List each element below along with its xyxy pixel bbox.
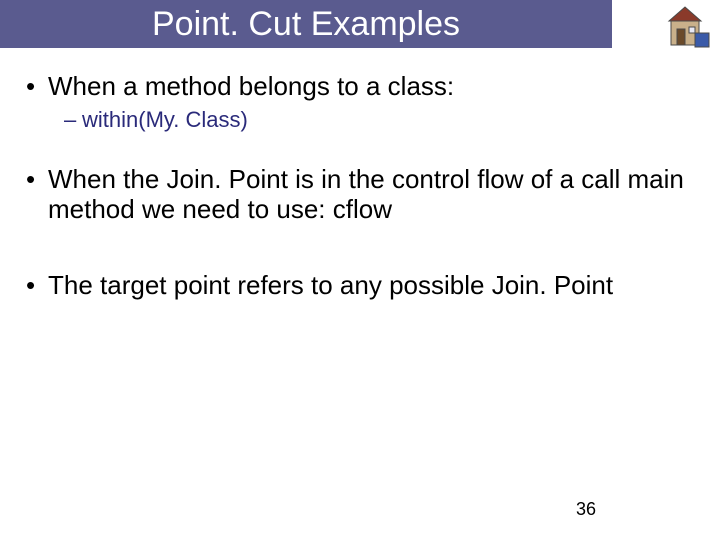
bullet-3: The target point refers to any possible … xyxy=(24,271,696,301)
title-bar: Point. Cut Examples xyxy=(0,0,612,48)
bullet-3-text: The target point refers to any possible … xyxy=(48,270,613,300)
bullet-2: When the Join. Point is in the control f… xyxy=(24,165,696,225)
bullet-1: When a method belongs to a class: within… xyxy=(24,72,696,133)
bullet-1-sub-text: within(My. Class) xyxy=(82,107,248,132)
slide-body: When a method belongs to a class: within… xyxy=(24,72,696,301)
slide-title: Point. Cut Examples xyxy=(152,5,460,44)
bullet-1-text: When a method belongs to a class: xyxy=(48,71,454,101)
bullet-1-sub: within(My. Class) xyxy=(64,106,696,134)
page-number: 36 xyxy=(576,499,596,520)
bullet-2-text: When the Join. Point is in the control f… xyxy=(48,164,684,224)
slide: Point. Cut Examples When a method belong… xyxy=(0,0,720,540)
logo-icon xyxy=(664,2,714,50)
